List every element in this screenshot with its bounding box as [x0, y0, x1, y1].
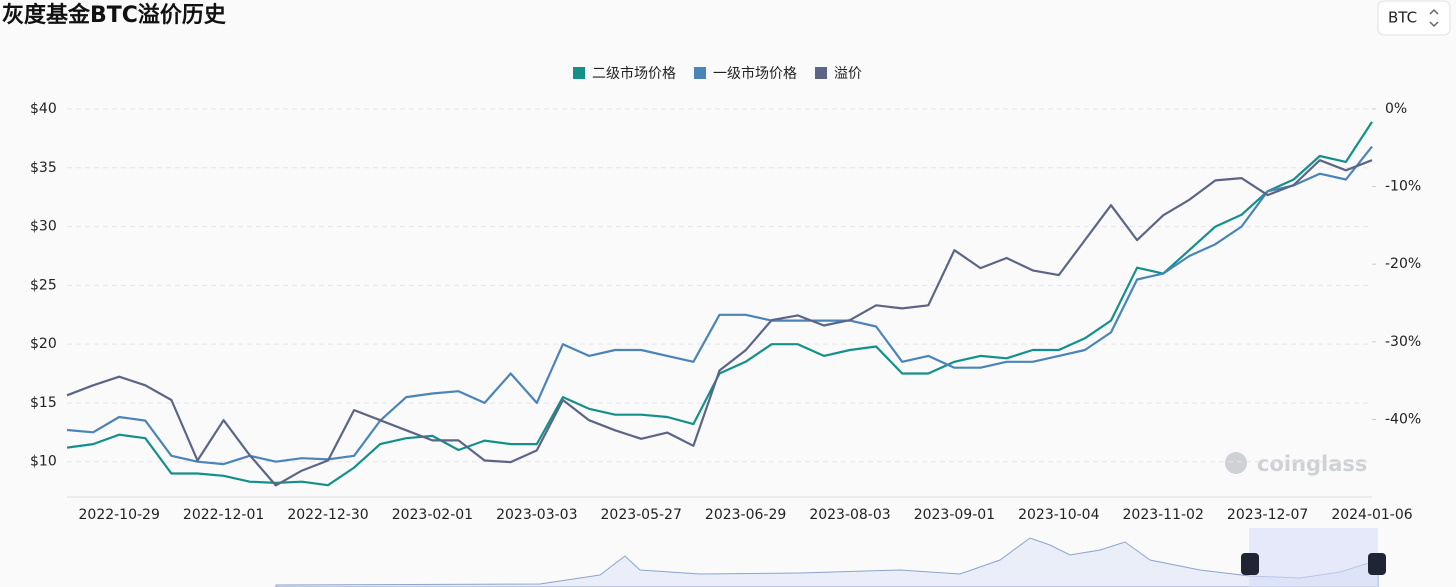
- legend-swatch: [694, 67, 706, 79]
- y-tick-label: $20: [30, 336, 57, 352]
- x-tick-label: 2024-01-06: [1331, 507, 1412, 523]
- x-tick-label: 2023-02-01: [392, 507, 473, 523]
- x-tick-label: 2023-10-04: [1018, 507, 1099, 523]
- selector-value[interactable]: BTC: [1388, 9, 1417, 27]
- watermark-icon: [1225, 452, 1247, 474]
- y2-tick-label: -40%: [1385, 411, 1421, 427]
- x-tick-label: 2023-08-03: [809, 507, 890, 523]
- legend: 二级市场价格 一级市场价格 溢价: [573, 65, 862, 82]
- chart-title: 灰度基金BTC溢价历史: [2, 2, 227, 28]
- navigator-window[interactable]: [1249, 528, 1378, 587]
- x-tick-label: 2023-05-27: [601, 507, 682, 523]
- y-tick-label: $25: [30, 277, 57, 293]
- y2-tick-label: -10%: [1385, 179, 1421, 195]
- legend-label: 溢价: [834, 66, 862, 82]
- legend-label: 二级市场价格: [592, 65, 676, 82]
- legend-swatch: [573, 67, 585, 79]
- y2-tick-label: 0%: [1385, 101, 1407, 117]
- y-tick-label: $35: [30, 160, 57, 176]
- x-tick-label: 2023-11-02: [1123, 507, 1204, 523]
- series-line: [66, 121, 1373, 487]
- watermark: coinglass: [1225, 452, 1367, 476]
- y-tick-label: $30: [30, 219, 57, 235]
- x-tick-label: 2022-12-30: [287, 507, 368, 523]
- selector-chevron: [1429, 8, 1439, 28]
- x-tick-label: 2023-06-29: [705, 507, 786, 523]
- legend-label: 一级市场价格: [713, 65, 797, 82]
- y2-tick-label: -30%: [1385, 334, 1421, 350]
- x-tick-label: 2023-09-01: [914, 507, 995, 523]
- navigator-handle[interactable]: [1241, 553, 1259, 575]
- x-tick-label: 2022-10-29: [79, 507, 160, 523]
- series-line: [66, 145, 1373, 466]
- watermark-text: coinglass: [1257, 452, 1367, 476]
- navigator-area: [275, 537, 1379, 587]
- selector-box[interactable]: [1377, 0, 1451, 36]
- x-tick-label: 2023-12-07: [1227, 507, 1308, 523]
- navigator: [275, 528, 1386, 587]
- y-tick-label: $15: [30, 395, 57, 411]
- x-tick-label: 2022-12-01: [183, 507, 264, 523]
- x-tick-label: 2023-03-03: [496, 507, 577, 523]
- legend-swatch: [815, 67, 827, 79]
- series-line: [66, 159, 1373, 487]
- navigator-handle[interactable]: [1368, 553, 1386, 575]
- y2-tick-label: -20%: [1385, 256, 1421, 272]
- y-tick-label: $40: [30, 101, 57, 117]
- y-tick-label: $10: [30, 454, 57, 470]
